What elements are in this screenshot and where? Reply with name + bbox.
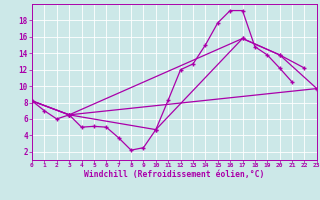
- X-axis label: Windchill (Refroidissement éolien,°C): Windchill (Refroidissement éolien,°C): [84, 170, 265, 179]
